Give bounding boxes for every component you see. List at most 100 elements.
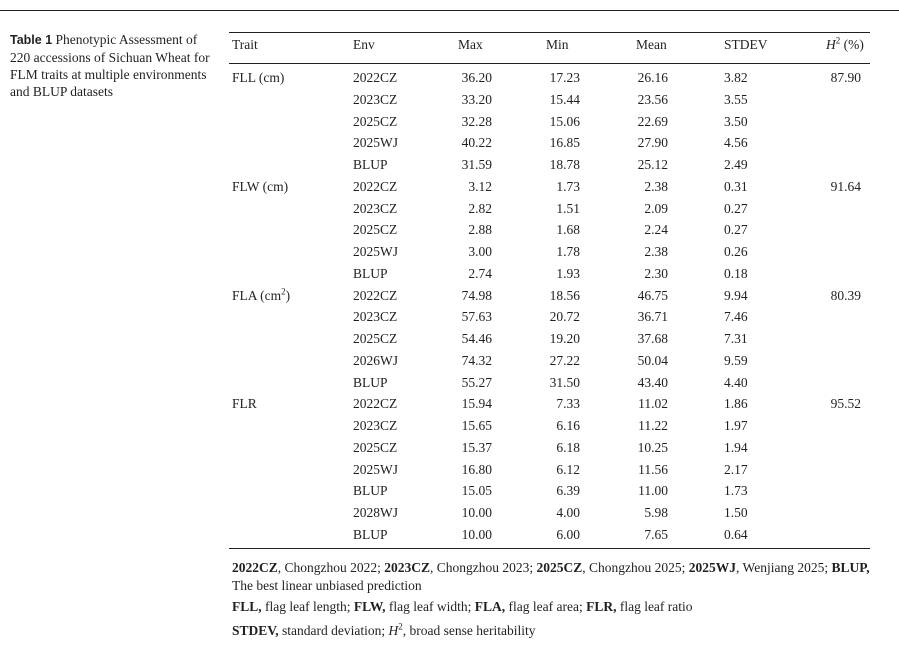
cell-env: 2025WJ [353,244,398,259]
cell-mean: 2.09 [644,200,668,216]
cell-mean: 36.71 [637,309,668,325]
cell-mean: 25.12 [637,157,668,172]
cell-min: 6.12 [556,461,580,477]
cell-min: 17.23 [549,70,580,85]
cell-min: 7.33 [556,396,580,412]
cell-stdev: 7.31 [724,331,748,346]
footnote-environments: 2022CZ, Chongzhou 2022; 2023CZ, Chongzho… [232,560,870,593]
cell-max: 2.88 [468,222,492,238]
cell-max: 74.32 [461,352,492,368]
cell-min: 18.56 [549,287,580,303]
cell-max: 36.20 [461,70,492,85]
cell-mean: 37.68 [637,331,668,346]
table-caption: Table 1 Phenotypic Assessment of 220 acc… [10,31,210,100]
footnote-traits: FLL, flag leaf length; FLW, flag leaf wi… [232,599,693,614]
cell-stdev: 3.82 [724,70,748,85]
cell-mean: 11.00 [638,483,668,499]
cell-stdev: 1.97 [724,418,748,433]
table-caption-text: Phenotypic Assessment of 220 accessions … [10,32,210,99]
cell-max: 16.80 [461,461,492,477]
table-header-top-rule [229,32,870,33]
cell-max: 10.00 [461,505,492,520]
cell-min: 1.93 [556,265,580,281]
cell-env: 2022CZ [353,396,398,412]
table-header-bottom-rule [229,63,870,64]
cell-max: 55.27 [461,374,492,390]
cell-mean: 5.98 [644,505,668,520]
cell-min: 1.73 [556,178,580,194]
cell-max: 3.00 [468,244,492,259]
cell-heritability: 87.90 [830,70,861,85]
cell-max: 2.82 [468,200,492,216]
column-header-env: Env [353,37,375,52]
cell-max: 3.12 [468,178,492,194]
cell-min: 6.00 [556,526,580,542]
cell-env: 2025CZ [353,439,398,455]
cell-trait: FLW (cm) [232,178,289,194]
cell-max: 10.00 [461,526,492,542]
cell-env: 2028WJ [353,505,398,520]
cell-min: 16.85 [549,135,580,151]
cell-mean: 11.22 [638,418,668,433]
cell-env: BLUP [353,374,388,390]
cell-max: 2.74 [468,265,492,281]
cell-heritability: 91.64 [830,178,861,194]
cell-mean: 50.04 [637,352,668,368]
cell-max: 74.98 [461,287,492,303]
cell-env: 2026WJ [353,352,398,368]
column-header-mean: Mean [636,37,667,52]
cell-max: 15.37 [461,439,492,455]
cell-max: 32.28 [461,113,492,129]
cell-stdev: 1.86 [724,396,748,412]
cell-max: 57.63 [461,309,492,325]
cell-min: 1.68 [556,222,580,238]
cell-stdev: 1.94 [724,439,748,455]
column-header-heritability: H2 (%) [826,35,864,52]
column-header-trait: Trait [232,37,258,52]
cell-mean: 11.02 [638,396,668,412]
cell-env: BLUP [353,526,388,542]
cell-mean: 2.30 [644,265,668,281]
column-header-stdev: STDEV [724,37,768,52]
cell-min: 1.51 [556,200,580,216]
cell-env: 2023CZ [353,309,398,325]
cell-env: 2025CZ [353,222,398,238]
cell-heritability: 80.39 [830,287,861,303]
cell-stdev: 9.94 [724,287,748,303]
cell-trait: FLL (cm) [232,70,285,85]
cell-stdev: 7.46 [724,309,748,325]
table-label: Table 1 [10,33,53,47]
cell-min: 15.06 [549,113,580,129]
cell-mean: 26.16 [637,70,668,85]
cell-env: 2022CZ [353,287,398,303]
cell-env: 2023CZ [353,91,398,107]
cell-min: 6.39 [556,483,580,499]
cell-stdev: 0.27 [724,200,748,216]
cell-mean: 46.75 [637,287,668,303]
cell-heritability: 95.52 [830,396,861,412]
cell-stdev: 9.59 [724,352,748,368]
cell-min: 31.50 [549,374,580,390]
cell-env: 2025CZ [353,331,398,346]
cell-min: 18.78 [549,157,580,172]
cell-mean: 43.40 [637,374,668,390]
cell-env: BLUP [353,265,388,281]
cell-stdev: 2.49 [724,157,748,172]
cell-trait: FLR [232,396,257,412]
cell-env: 2023CZ [353,418,398,433]
cell-trait: FLA (cm2) [232,286,291,303]
column-header-min: Min [546,37,569,52]
cell-stdev: 0.27 [724,222,748,238]
cell-mean: 10.25 [637,439,668,455]
cell-min: 19.20 [549,331,580,346]
cell-max: 33.20 [461,91,492,107]
cell-mean: 11.56 [638,461,668,477]
cell-stdev: 2.17 [724,461,748,477]
cell-stdev: 4.56 [724,135,748,151]
cell-stdev: 1.73 [724,483,748,499]
cell-stdev: 0.18 [724,265,748,281]
cell-env: 2022CZ [353,70,398,85]
cell-min: 6.16 [556,418,580,433]
cell-stdev: 0.31 [724,178,748,194]
table-bottom-rule [229,548,870,549]
